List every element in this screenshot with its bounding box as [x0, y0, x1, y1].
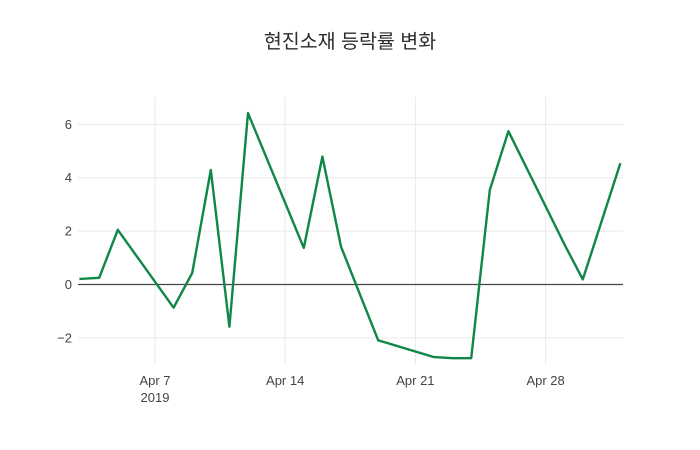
axis-label-layer: Apr 7 2019 Apr 14 Apr 21 Apr 28 −2 0 2 4 6: [57, 117, 565, 405]
x-tick-label: Apr 28: [526, 373, 564, 388]
x-tick-label: Apr 7: [139, 373, 170, 388]
y-tick-label: 6: [65, 117, 72, 132]
x-tick-label: Apr 21: [396, 373, 434, 388]
y-tick-label: 0: [65, 277, 72, 292]
chart-title: 현진소재 등락률 변화: [264, 31, 436, 53]
y-tick-label: 2: [65, 224, 72, 239]
x-tick-year-label: 2019: [141, 390, 170, 405]
y-tick-label: −2: [57, 330, 72, 345]
y-tick-label: 4: [65, 170, 72, 185]
price-change-rate-line: [79, 111, 622, 360]
x-tick-label: Apr 14: [266, 373, 304, 388]
series-layer: [79, 111, 622, 360]
grid-layer: [78, 97, 623, 365]
